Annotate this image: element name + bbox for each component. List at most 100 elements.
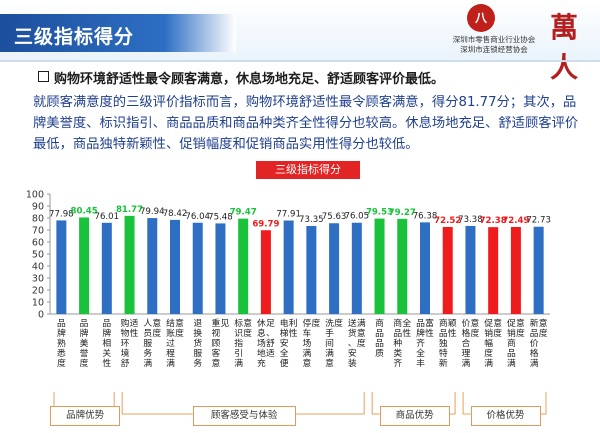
category-label-char: 足 bbox=[266, 318, 275, 329]
data-label: 73.35 bbox=[299, 215, 324, 225]
title-bar bbox=[0, 14, 236, 52]
category-label-char: 相 bbox=[102, 337, 111, 349]
y-tick-label: 90 bbox=[32, 202, 44, 213]
category-label-char: 牌 bbox=[416, 327, 425, 339]
category-label-char: 指 bbox=[234, 337, 243, 349]
category-label-char: 性 bbox=[402, 327, 411, 339]
bar bbox=[124, 215, 135, 314]
category-label-char: 满 bbox=[325, 348, 334, 359]
category-label-char: 人 bbox=[143, 318, 152, 329]
category-label-char: 性 bbox=[448, 327, 457, 339]
data-label: 79.94 bbox=[140, 207, 165, 217]
category-label-char: 结 bbox=[166, 317, 175, 329]
bar bbox=[79, 217, 90, 314]
bar bbox=[147, 218, 158, 314]
category-label-char: 美 bbox=[80, 337, 89, 349]
category-label-char: 意 bbox=[493, 317, 502, 329]
category-label-char: 性 bbox=[289, 327, 298, 339]
category-label-char: 度 bbox=[484, 347, 493, 359]
category-label-char: 格 bbox=[462, 327, 471, 339]
category-label-char: 商 bbox=[507, 337, 516, 349]
category-label-char: 满 bbox=[166, 358, 175, 369]
bar bbox=[465, 225, 476, 314]
logo-line-1: 深圳市零售商业行业协会 bbox=[452, 35, 536, 44]
category-label-char: 、 bbox=[266, 329, 275, 339]
category-label-char: 重 bbox=[212, 317, 221, 329]
category-label-char: 适 bbox=[266, 348, 275, 359]
group-label: 品牌优势 bbox=[50, 406, 121, 426]
data-label: 73.38 bbox=[458, 215, 483, 225]
category-label-char: 货 bbox=[193, 337, 202, 349]
category-label-char: 手 bbox=[325, 327, 334, 339]
category-label-char: 标 bbox=[234, 317, 243, 329]
category-label-char: 引 bbox=[234, 348, 243, 359]
category-label-char: 洗 bbox=[325, 317, 334, 329]
category-label-char: 格 bbox=[530, 347, 539, 359]
association-logo: 八 深圳市零售商业行业协会 深圳市连锁经营协会 bbox=[441, 2, 547, 60]
category-label-char: 购 bbox=[121, 317, 130, 329]
category-label-char: 务 bbox=[193, 357, 202, 369]
logo-line-2: 深圳市连锁经营协会 bbox=[460, 45, 528, 54]
category-label-char: 合 bbox=[462, 337, 471, 349]
category-label-char: 意 bbox=[516, 317, 525, 329]
category-label-char: 休 bbox=[257, 317, 266, 329]
bar bbox=[260, 230, 271, 314]
category-label-char: 熟 bbox=[57, 337, 66, 349]
category-label-char: 富 bbox=[425, 317, 434, 329]
category-label-char: 货 bbox=[348, 327, 357, 339]
bar bbox=[215, 223, 226, 314]
bar bbox=[56, 220, 67, 314]
category-label-char: 誉 bbox=[80, 347, 89, 359]
category-label-char: 性 bbox=[425, 327, 434, 339]
category-label-char: 梯 bbox=[280, 327, 289, 339]
category-label-char: 、 bbox=[348, 339, 357, 349]
category-label-char: 服 bbox=[143, 338, 152, 349]
lead-sentence: 购物环境舒适性最令顾客满意，休息场地充足、舒适顾客评价最低。 bbox=[38, 68, 593, 87]
category-label-char: 度 bbox=[80, 357, 89, 369]
category-label-char: 度 bbox=[493, 327, 502, 339]
category-label-char: 意 bbox=[212, 357, 221, 369]
data-label: 76.38 bbox=[413, 211, 438, 221]
y-tick-label: 70 bbox=[32, 226, 44, 237]
category-label-char: 牌 bbox=[80, 327, 89, 339]
category-label-char: 度 bbox=[243, 327, 252, 339]
y-tick-label: 40 bbox=[32, 262, 44, 273]
category-label-char: 境 bbox=[121, 347, 130, 359]
category-label-char: 品 bbox=[439, 328, 448, 339]
category-label-char: 安 bbox=[280, 337, 289, 349]
bar bbox=[374, 218, 385, 314]
data-label: 72.38 bbox=[480, 216, 507, 226]
category-label-char: 品 bbox=[393, 328, 402, 339]
category-label-char: 品 bbox=[416, 318, 425, 329]
category-label-char: 满 bbox=[462, 358, 471, 369]
category-label-char: 价 bbox=[462, 318, 471, 329]
data-label: 77.91 bbox=[276, 210, 301, 220]
bar bbox=[238, 218, 249, 314]
category-label-char: 客 bbox=[212, 347, 221, 359]
category-label-char: 颖 bbox=[448, 317, 457, 329]
category-label-char: 换 bbox=[193, 327, 202, 339]
category-label-char: 意 bbox=[471, 317, 480, 329]
category-label-char: 舒 bbox=[121, 357, 130, 369]
bar bbox=[306, 225, 317, 314]
category-label-char: 性 bbox=[130, 327, 139, 339]
category-label-char: 账 bbox=[166, 328, 175, 339]
data-label: 69.79 bbox=[252, 219, 279, 229]
category-label-char: 送 bbox=[348, 317, 357, 329]
category-label-char: 识 bbox=[234, 328, 243, 339]
category-label-char: 满 bbox=[530, 358, 539, 369]
page-title: 三级指标得分 bbox=[14, 26, 135, 48]
group-label: 顾客感受与体验 bbox=[192, 406, 296, 426]
category-label-char: 品 bbox=[375, 338, 384, 349]
data-label: 76.01 bbox=[95, 212, 120, 222]
group-bracket bbox=[371, 392, 456, 415]
category-label-char: 促 bbox=[484, 317, 493, 329]
category-label-char: 全 bbox=[402, 317, 411, 329]
category-label-char: 电 bbox=[280, 317, 289, 329]
category-label-char: 价 bbox=[530, 338, 539, 349]
category-label-char: 度 bbox=[357, 337, 366, 349]
data-label: 75.63 bbox=[322, 212, 347, 222]
bar bbox=[351, 222, 362, 314]
bar bbox=[510, 227, 521, 314]
